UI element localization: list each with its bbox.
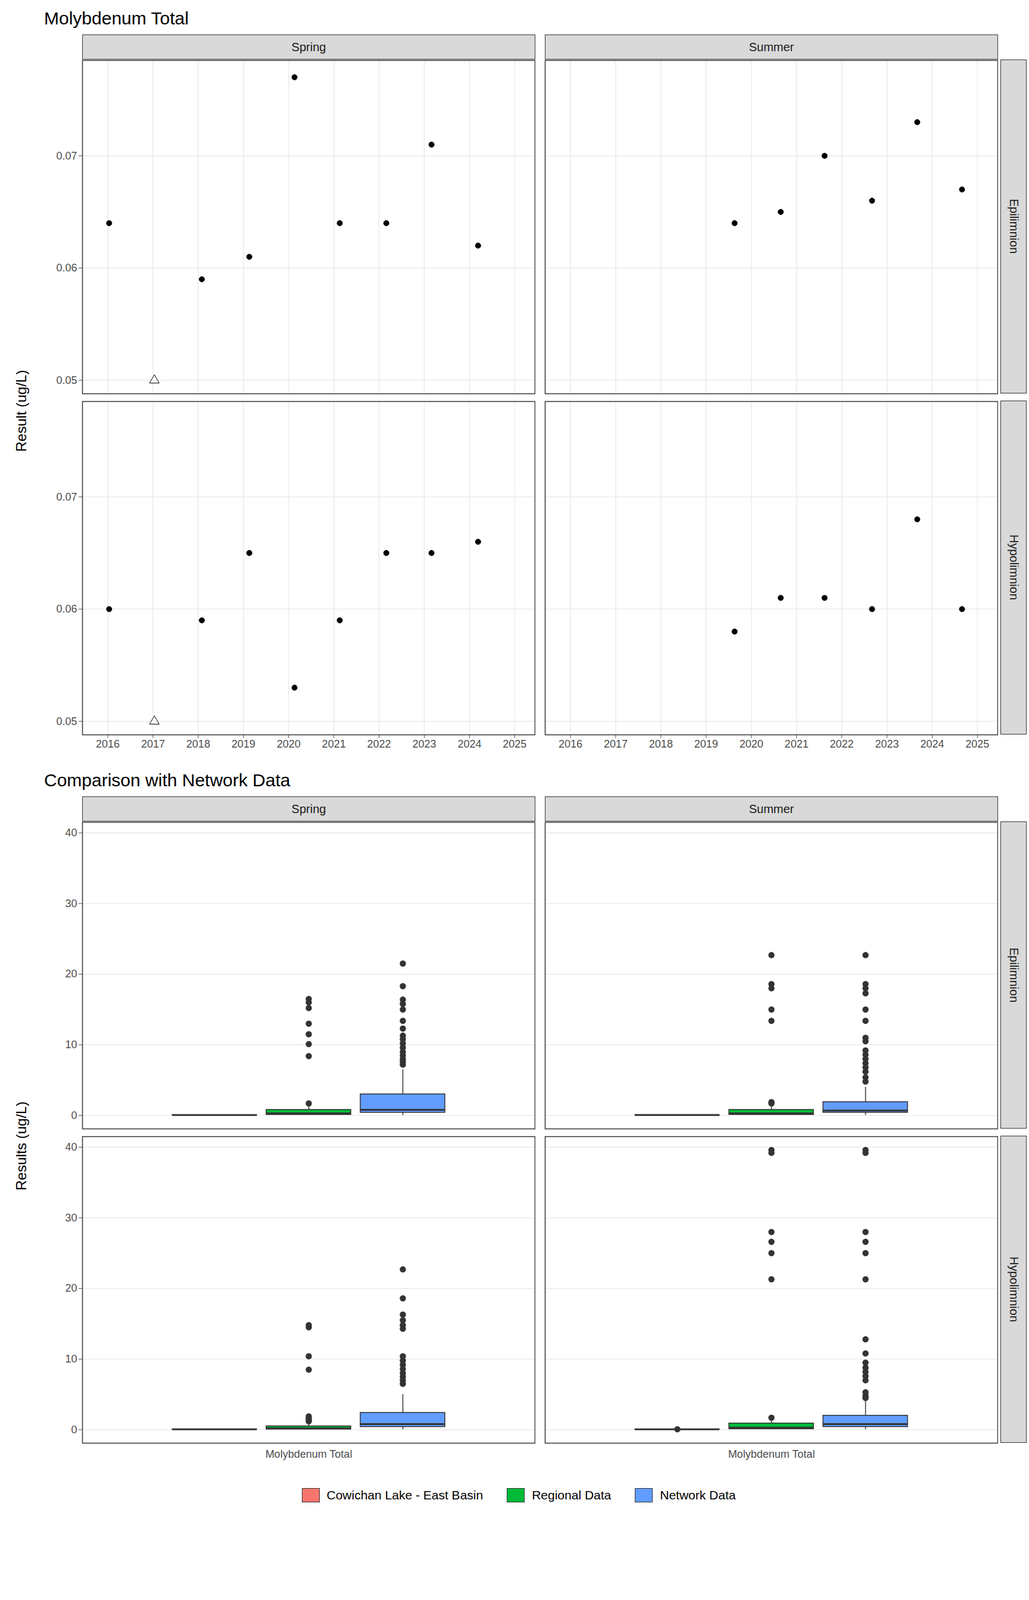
svg-text:2025: 2025 bbox=[965, 738, 990, 751]
svg-text:0.06: 0.06 bbox=[55, 603, 77, 616]
html-text:Summer: Summer bbox=[748, 40, 794, 54]
svg-text:0: 0 bbox=[70, 1109, 77, 1122]
svg-text:2022: 2022 bbox=[367, 738, 392, 751]
svg-text:2017: 2017 bbox=[603, 738, 628, 751]
svg-text:2016: 2016 bbox=[95, 738, 120, 751]
svg-text:2024: 2024 bbox=[457, 738, 482, 751]
html-text:Spring: Spring bbox=[291, 40, 326, 54]
svg-text:2019: 2019 bbox=[231, 738, 256, 751]
svg-text:10: 10 bbox=[64, 1353, 77, 1366]
svg-text:30: 30 bbox=[64, 1212, 77, 1225]
svg-text:2021: 2021 bbox=[784, 738, 809, 751]
svg-text:2023: 2023 bbox=[412, 738, 436, 751]
svg-text:2017: 2017 bbox=[141, 738, 165, 751]
svg-text:2019: 2019 bbox=[694, 738, 719, 751]
html-text:Hypolimnion: Hypolimnion bbox=[1007, 1257, 1021, 1323]
svg-text:20: 20 bbox=[64, 1282, 77, 1295]
svg-text:0: 0 bbox=[70, 1424, 77, 1437]
svg-text:0.05: 0.05 bbox=[55, 374, 77, 387]
html-text:Hypolimnion: Hypolimnion bbox=[1007, 535, 1021, 601]
svg-text:2020: 2020 bbox=[739, 738, 764, 751]
svg-text:0.06: 0.06 bbox=[55, 262, 77, 274]
svg-text:40: 40 bbox=[64, 827, 77, 840]
svg-text:40: 40 bbox=[64, 1141, 77, 1154]
svg-text:0.05: 0.05 bbox=[55, 715, 77, 728]
html-text:Molybdenum Total: Molybdenum Total bbox=[44, 8, 189, 28]
svg-text:2018: 2018 bbox=[186, 738, 211, 751]
svg-text:10: 10 bbox=[64, 1039, 77, 1052]
html-text:Results (ug/L): Results (ug/L) bbox=[13, 1101, 30, 1191]
html-text:Comparison with Network Data: Comparison with Network Data bbox=[44, 770, 291, 791]
svg-text:2018: 2018 bbox=[649, 738, 673, 751]
svg-text:2024: 2024 bbox=[920, 738, 944, 751]
svg-text:Molybdenum Total: Molybdenum Total bbox=[265, 1448, 353, 1461]
svg-text:2022: 2022 bbox=[830, 738, 854, 751]
html-text:Network Data: Network Data bbox=[659, 1488, 736, 1503]
svg-text:Molybdenum Total: Molybdenum Total bbox=[728, 1448, 816, 1461]
svg-text:2021: 2021 bbox=[322, 738, 346, 751]
html-text:Cowichan Lake - East Basin: Cowichan Lake - East Basin bbox=[326, 1488, 484, 1503]
html-text:Spring: Spring bbox=[291, 802, 326, 816]
svg-text:2016: 2016 bbox=[558, 738, 583, 751]
svg-text:20: 20 bbox=[64, 968, 77, 981]
html-text:Regional Data: Regional Data bbox=[531, 1488, 612, 1503]
html-text:Epilimnion: Epilimnion bbox=[1007, 947, 1021, 1003]
html-text:Epilimnion: Epilimnion bbox=[1007, 199, 1021, 255]
svg-text:0.07: 0.07 bbox=[55, 491, 77, 504]
svg-text:0.07: 0.07 bbox=[55, 150, 77, 162]
svg-text:30: 30 bbox=[64, 897, 77, 910]
html-text:Result (ug/L): Result (ug/L) bbox=[13, 369, 30, 452]
svg-text:2020: 2020 bbox=[276, 738, 301, 751]
svg-text:2025: 2025 bbox=[502, 738, 527, 751]
svg-text:2023: 2023 bbox=[874, 738, 899, 751]
html-text:Summer: Summer bbox=[748, 802, 794, 816]
